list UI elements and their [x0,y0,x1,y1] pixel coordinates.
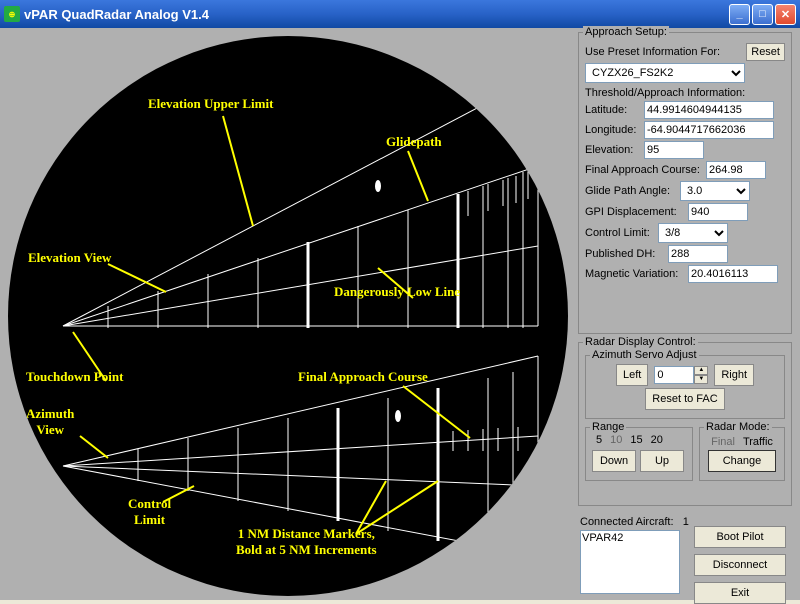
cl-label: Control Limit: [585,227,655,239]
servo-title: Azimuth Servo Adjust [590,349,699,361]
title-bar: ⊕ vPAR QuadRadar Analog V1.4 _ □ ✕ [0,0,800,28]
exit-button[interactable]: Exit [694,582,786,604]
gpi-label: GPI Displacement: [585,206,685,218]
dh-input[interactable] [668,245,728,263]
connected-label: Connected Aircraft: 1 [580,516,689,528]
range-title: Range [590,421,626,433]
list-item[interactable]: VPAR42 [582,532,678,544]
cl-select[interactable]: 3/8 [658,223,728,243]
gpa-label: Glide Path Angle: [585,185,677,197]
title-text: vPAR QuadRadar Analog V1.4 [24,7,729,22]
range-display: 5 10 15 20 [596,434,686,446]
mode-final: Final [711,436,735,448]
boot-pilot-button[interactable]: Boot Pilot [694,526,786,548]
spinner-up-icon[interactable]: ▲ [694,366,708,375]
minimize-button[interactable]: _ [729,4,750,25]
preset-label: Use Preset Information For: [585,46,720,58]
fac-label: Final Approach Course: [585,164,703,176]
radar-ctrl-panel: Radar Display Control: Azimuth Servo Adj… [578,342,792,506]
servo-right-button[interactable]: Right [714,364,754,386]
spinner-down-icon[interactable]: ▼ [694,375,708,384]
mv-label: Magnetic Variation: [585,268,685,280]
gpi-input[interactable] [688,203,748,221]
radar-scope: Elevation Upper Limit Glidepath Elevatio… [8,36,568,596]
app-icon: ⊕ [4,6,20,22]
lon-label: Longitude: [585,124,641,136]
servo-spinner[interactable]: ▲ ▼ [654,366,708,384]
servo-left-button[interactable]: Left [616,364,648,386]
gpa-select[interactable]: 3.0 [680,181,750,201]
disconnect-button[interactable]: Disconnect [694,554,786,576]
client-area: Elevation Upper Limit Glidepath Elevatio… [0,28,800,600]
mode-title: Radar Mode: [704,421,772,433]
mode-traffic: Traffic [743,436,773,448]
radar-svg [8,36,568,596]
reset-fac-button[interactable]: Reset to FAC [645,388,724,410]
mode-change-button[interactable]: Change [708,450,776,472]
lon-input[interactable] [644,121,774,139]
approach-setup-panel: Approach Setup: Use Preset Information F… [578,32,792,334]
dh-label: Published DH: [585,248,665,260]
thresh-label: Threshold/Approach Information: [585,87,745,99]
servo-value-input[interactable] [654,366,694,384]
radar-ctrl-title: Radar Display Control: [583,336,698,348]
fac-input[interactable] [706,161,766,179]
aircraft-list[interactable]: VPAR42 [580,530,680,594]
preset-select[interactable]: CYZX26_FS2K2 [585,63,745,83]
lat-input[interactable] [644,101,774,119]
elev-label: Elevation: [585,144,641,156]
reset-button[interactable]: Reset [746,43,785,61]
range-up-button[interactable]: Up [640,450,684,472]
elev-input[interactable] [644,141,704,159]
maximize-button[interactable]: □ [752,4,773,25]
lat-label: Latitude: [585,104,641,116]
range-down-button[interactable]: Down [592,450,636,472]
close-button[interactable]: ✕ [775,4,796,25]
mv-input[interactable] [688,265,778,283]
approach-setup-title: Approach Setup: [583,26,669,38]
